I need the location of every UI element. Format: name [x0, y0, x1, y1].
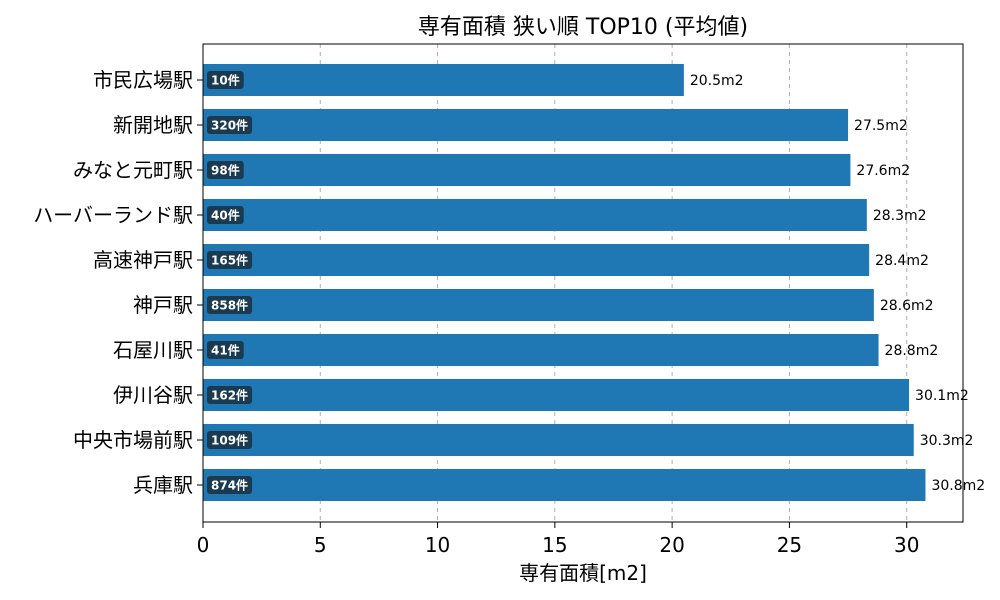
category-label: 兵庫駅 — [133, 473, 193, 497]
count-label: 41件 — [211, 343, 240, 358]
x-tick-label: 5 — [314, 533, 327, 557]
bar — [203, 154, 851, 186]
count-badge — [207, 251, 253, 269]
category-label: 新開地駅 — [113, 113, 193, 137]
bar-group: 新開地駅 27.5m2 320件 — [113, 109, 908, 141]
bar-group: 高速神戸駅 28.4m2 165件 — [93, 244, 929, 276]
count-label: 40件 — [211, 208, 240, 223]
category-label: ハーバーランド駅 — [33, 203, 193, 227]
count-badge — [207, 206, 244, 224]
value-label: 28.6m2 — [880, 298, 934, 314]
bar — [203, 289, 874, 321]
bar-group: みなと元町駅 27.6m2 98件 — [73, 154, 910, 186]
count-badge — [207, 386, 253, 404]
count-label: 109件 — [211, 433, 248, 448]
x-tick-label: 20 — [659, 533, 684, 557]
bar-group: 石屋川駅 28.8m2 41件 — [113, 334, 938, 366]
count-label: 320件 — [211, 118, 248, 133]
count-label: 162件 — [211, 388, 248, 403]
category-label: 中央市場前駅 — [73, 428, 193, 452]
x-axis-ticks: 0 5 10 15 20 25 30 — [197, 522, 919, 557]
count-badge — [207, 71, 244, 89]
bar-group: ハーバーランド駅 28.3m2 40件 — [33, 199, 927, 231]
category-label: 石屋川駅 — [113, 338, 193, 362]
count-badge — [207, 341, 244, 359]
bar-group: 神戸駅 28.6m2 858件 — [133, 289, 934, 321]
count-badge — [207, 296, 253, 314]
x-tick-label: 0 — [197, 533, 210, 557]
bar — [203, 379, 910, 411]
value-label: 30.8m2 — [931, 478, 985, 494]
count-label: 10件 — [211, 73, 240, 88]
plot-frame — [202, 43, 964, 523]
value-label: 20.5m2 — [690, 73, 744, 89]
category-label: 高速神戸駅 — [93, 248, 193, 272]
bar — [203, 424, 914, 456]
bar — [203, 334, 879, 366]
category-label: 市民広場駅 — [93, 68, 193, 92]
count-label: 858件 — [211, 298, 248, 313]
bar — [203, 244, 870, 276]
category-label: 神戸駅 — [133, 293, 193, 317]
count-badge — [207, 431, 253, 449]
bar — [203, 469, 926, 501]
value-label: 27.6m2 — [856, 163, 910, 179]
value-label: 28.3m2 — [873, 208, 927, 224]
bar-group: 伊川谷駅 30.1m2 162件 — [113, 379, 969, 411]
count-label: 874件 — [211, 478, 248, 493]
bar — [203, 109, 849, 141]
value-label: 28.8m2 — [885, 343, 939, 359]
x-tick-label: 10 — [425, 533, 450, 557]
count-label: 165件 — [211, 253, 248, 268]
bar-group: 市民広場駅 20.5m2 10件 — [93, 64, 744, 96]
x-tick-label: 30 — [894, 533, 919, 557]
count-badge — [207, 476, 253, 494]
value-label: 30.1m2 — [915, 388, 969, 404]
x-tick-label: 15 — [542, 533, 567, 557]
category-label: 伊川谷駅 — [113, 383, 193, 407]
bar — [203, 64, 684, 96]
chart-title: 専有面積 狭い順 TOP10 (平均値) — [418, 15, 748, 40]
value-label: 27.5m2 — [854, 118, 908, 134]
x-tick-label: 25 — [777, 533, 802, 557]
count-badge — [207, 161, 244, 179]
x-axis-label: 専有面積[m2] — [519, 561, 647, 585]
category-label: みなと元町駅 — [73, 158, 193, 182]
count-label: 98件 — [211, 163, 240, 178]
bar — [203, 199, 867, 231]
bar-group: 兵庫駅 30.8m2 874件 — [133, 469, 985, 501]
bar-group: 中央市場前駅 30.3m2 109件 — [73, 424, 973, 456]
value-label: 28.4m2 — [875, 253, 929, 269]
count-badge — [207, 116, 253, 134]
value-label: 30.3m2 — [920, 433, 974, 449]
